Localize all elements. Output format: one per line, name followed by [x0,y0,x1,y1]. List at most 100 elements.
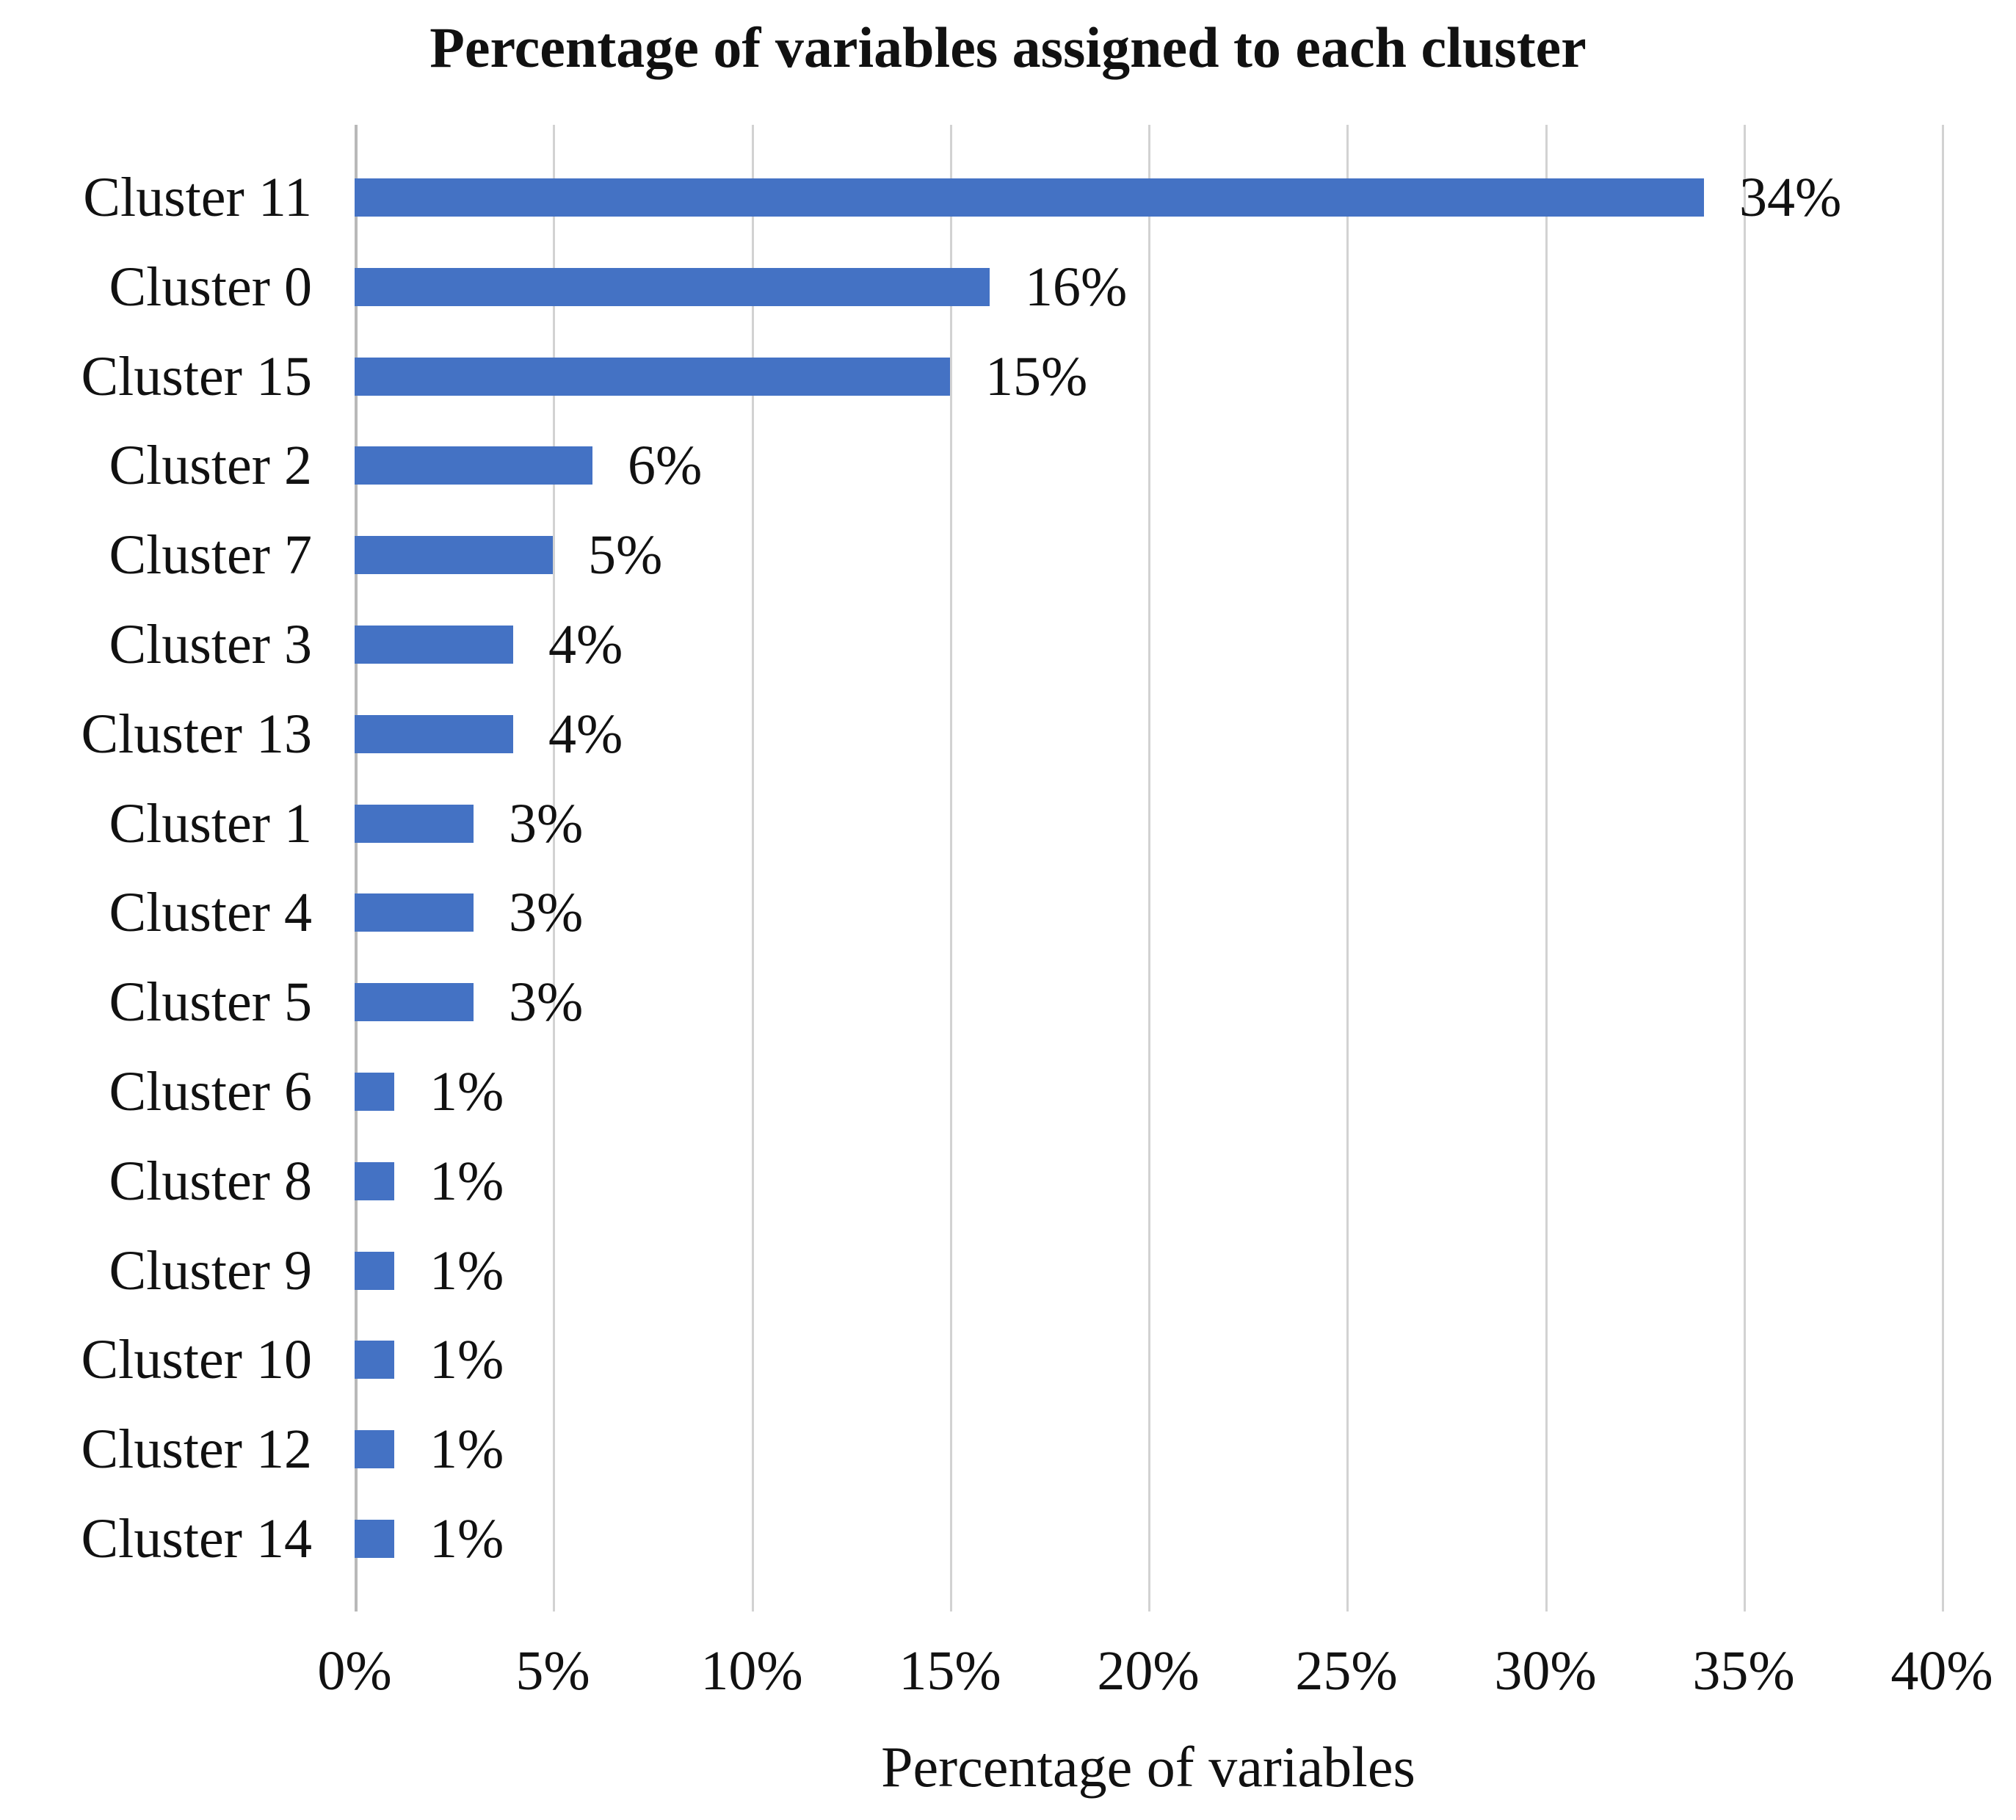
bar [355,983,474,1022]
bar-track: 4% [355,600,1942,689]
bar-track: 5% [355,510,1942,600]
value-label: 1% [429,1329,504,1391]
bar-track: 3% [355,779,1942,869]
bar [355,1251,394,1290]
plot-area [355,125,1944,1611]
bar [355,1161,394,1200]
chart-title: Percentage of variables assigned to each… [429,15,1587,79]
value-label: 1% [429,1061,504,1123]
category-label: Cluster 8 [109,1150,312,1212]
bar-row: Cluster 1 3% [0,779,1942,869]
bar [355,893,474,932]
category-label: Cluster 12 [81,1418,312,1481]
gridline [553,125,555,1611]
bar-track: 1% [355,1136,1942,1226]
gridline [1148,125,1150,1611]
bar-row: Cluster 4 3% [0,869,1942,958]
bar-track: 34% [355,153,1942,242]
category-label: Cluster 3 [109,613,312,675]
bar-row: Cluster 12 1% [0,1404,1942,1494]
x-tick-label: 40% [1890,1640,1993,1702]
axis-line [355,125,358,1611]
category-label: Cluster 13 [81,703,312,765]
bar-row: Cluster 3 4% [0,600,1942,689]
value-label: 1% [429,1150,504,1212]
x-axis-title: Percentage of variables [881,1735,1415,1799]
bar [355,536,553,575]
category-label: Cluster 15 [81,345,312,407]
bar-row: Cluster 0 16% [0,242,1942,332]
value-label: 34% [1739,166,1842,228]
value-label: 3% [509,882,584,944]
x-tick-label: 35% [1692,1640,1795,1702]
bar-row: Cluster 9 1% [0,1226,1942,1316]
bar-row: Cluster 6 1% [0,1047,1942,1136]
bar [355,625,513,664]
category-label: Cluster 10 [81,1329,312,1391]
x-axis: 0% 5% 10% 15% 20% 25% 30% 35% 40% [317,1640,1993,1724]
gridline [1346,125,1349,1611]
bar [355,714,513,753]
bar-track: 1% [355,1226,1942,1316]
gridline [1744,125,1746,1611]
bar-track: 3% [355,869,1942,958]
category-label: Cluster 5 [109,971,312,1034]
gridline [752,125,754,1611]
gridline [950,125,952,1611]
bar [355,804,474,843]
gridline [1942,125,1944,1611]
value-label: 5% [588,524,663,587]
bar [355,1341,394,1379]
bar-row: Cluster 2 6% [0,421,1942,510]
bar-row: Cluster 5 3% [0,957,1942,1047]
bar-rows: Cluster 11 34% Cluster 0 16% Cluster 15 15% Cl… [0,125,1942,1611]
value-label: 1% [429,1508,504,1570]
x-tick-label: 25% [1295,1640,1398,1702]
bar-track: 4% [355,689,1942,779]
value-label: 4% [548,613,623,675]
value-label: 1% [429,1418,504,1481]
bar-row: Cluster 8 1% [0,1136,1942,1226]
category-label: Cluster 2 [109,435,312,497]
bar-track: 6% [355,421,1942,510]
bar [355,1073,394,1112]
category-label: Cluster 6 [109,1061,312,1123]
category-label: Cluster 1 [109,792,312,855]
category-label: Cluster 9 [109,1239,312,1302]
value-label: 3% [509,792,584,855]
bar-track: 3% [355,957,1942,1047]
value-label: 4% [548,703,623,765]
gridline [1545,125,1548,1611]
bar-row: Cluster 10 1% [0,1316,1942,1405]
bar [355,357,950,396]
value-label: 1% [429,1239,504,1302]
x-tick-label: 0% [317,1640,392,1702]
bar-track: 16% [355,242,1942,332]
value-label: 16% [1025,255,1128,318]
x-tick-label: 15% [899,1640,1001,1702]
bar-row: Cluster 11 34% [0,153,1942,242]
category-label: Cluster 14 [81,1508,312,1570]
category-label: Cluster 4 [109,882,312,944]
bar-row: Cluster 7 5% [0,510,1942,600]
bar-track: 15% [355,332,1942,421]
x-tick-label: 30% [1494,1640,1597,1702]
bar-track: 1% [355,1404,1942,1494]
category-label: Cluster 0 [109,255,312,318]
category-label: Cluster 7 [109,524,312,587]
bar [355,446,592,485]
bar [355,1430,394,1469]
value-label: 15% [985,345,1088,407]
x-tick-label: 5% [515,1640,590,1702]
bar-track: 1% [355,1316,1942,1405]
bar-row: Cluster 14 1% [0,1494,1942,1584]
bar [355,267,990,306]
bar [355,178,1704,217]
value-label: 6% [628,435,703,497]
bar-track: 1% [355,1047,1942,1136]
bar-row: Cluster 15 15% [0,332,1942,421]
x-tick-label: 10% [700,1640,803,1702]
bar [355,1520,394,1559]
bar-track: 1% [355,1494,1942,1584]
